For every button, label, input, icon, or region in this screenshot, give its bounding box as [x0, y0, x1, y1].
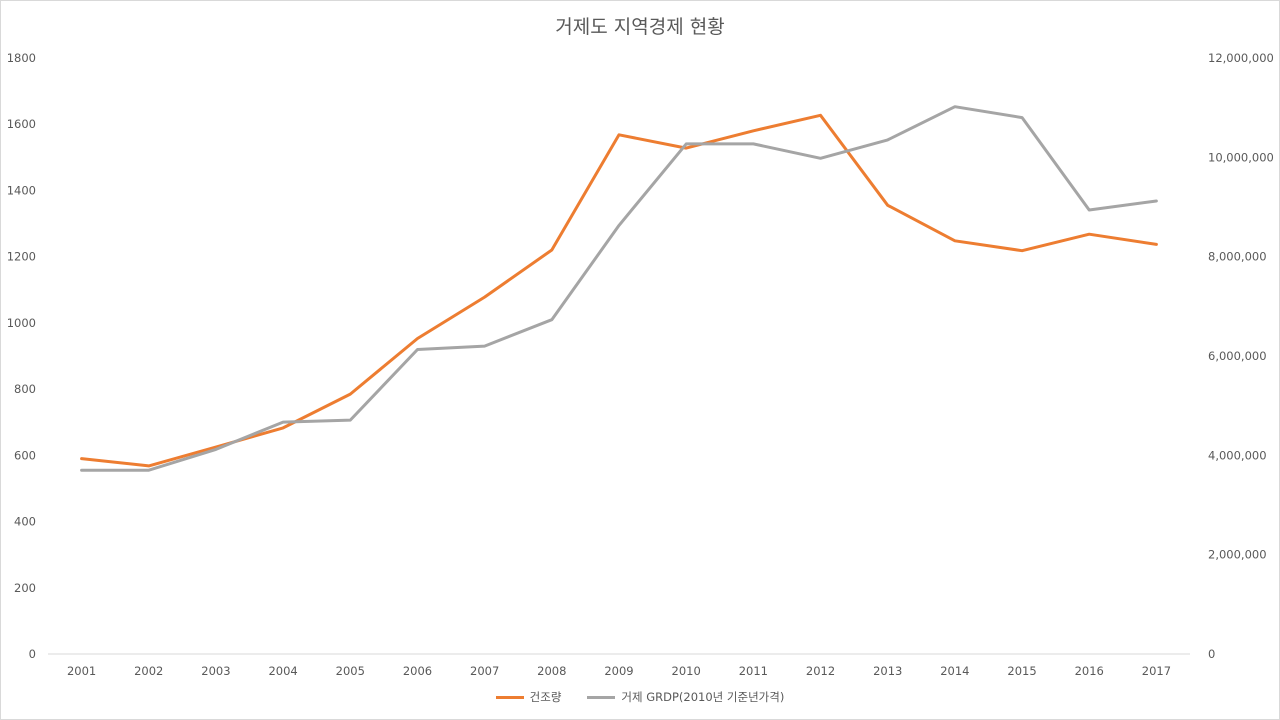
x-tick-label: 2004: [268, 664, 297, 678]
x-tick-label: 2007: [470, 664, 499, 678]
x-tick-label: 2017: [1142, 664, 1171, 678]
x-tick-label: 2013: [873, 664, 902, 678]
y-tick-label-right: 0: [1208, 647, 1215, 661]
y-tick-label-right: 8,000,000: [1208, 250, 1267, 264]
y-tick-label-right: 6,000,000: [1208, 349, 1267, 363]
y-tick-label-left: 1000: [7, 316, 36, 330]
y-tick-label-left: 400: [14, 515, 36, 529]
y-tick-label-left: 0: [29, 647, 36, 661]
legend-swatch: [587, 695, 616, 699]
x-tick-label: 2014: [940, 664, 969, 678]
legend-label: 건조량: [529, 690, 562, 704]
y-tick-label-left: 1400: [7, 183, 36, 197]
x-tick-label: 2008: [537, 664, 566, 678]
x-tick-label: 2012: [806, 664, 835, 678]
legend: 건조량 거제 GRDP(2010년 기준년가격): [0, 689, 1280, 705]
legend-label: 거제 GRDP(2010년 기준년가격): [621, 690, 785, 704]
legend-swatch: [495, 695, 524, 699]
y-tick-label-right: 2,000,000: [1208, 548, 1267, 562]
series-line-1: [80, 113, 1158, 468]
x-tick-label: 2001: [67, 664, 96, 678]
y-tick-label-left: 1800: [7, 51, 36, 65]
series-line-2: [80, 105, 1158, 472]
x-tick-label: 2009: [604, 664, 633, 678]
x-tick-label: 2005: [336, 664, 365, 678]
y-tick-label-right: 10,000,000: [1208, 150, 1274, 164]
x-tick-label: 2015: [1007, 664, 1036, 678]
legend-item: 거제 GRDP(2010년 기준년가격): [587, 689, 784, 705]
x-tick-label: 2011: [739, 664, 768, 678]
y-tick-label-left: 800: [14, 382, 36, 396]
legend-item: 건조량: [495, 689, 562, 705]
x-tick-label: 2016: [1075, 664, 1104, 678]
y-tick-label-right: 4,000,000: [1208, 448, 1267, 462]
x-tick-label: 2002: [134, 664, 163, 678]
y-tick-label-left: 1600: [7, 117, 36, 131]
y-tick-label-left: 200: [14, 581, 36, 595]
x-tick-label: 2010: [672, 664, 701, 678]
x-tick-label: 2006: [403, 664, 432, 678]
y-tick-label-left: 1200: [7, 250, 36, 264]
y-tick-label-right: 12,000,000: [1208, 51, 1274, 65]
y-tick-label-left: 600: [14, 448, 36, 462]
x-tick-label: 2003: [201, 664, 230, 678]
chart-title: 거제도 지역경제 현황: [555, 16, 725, 38]
